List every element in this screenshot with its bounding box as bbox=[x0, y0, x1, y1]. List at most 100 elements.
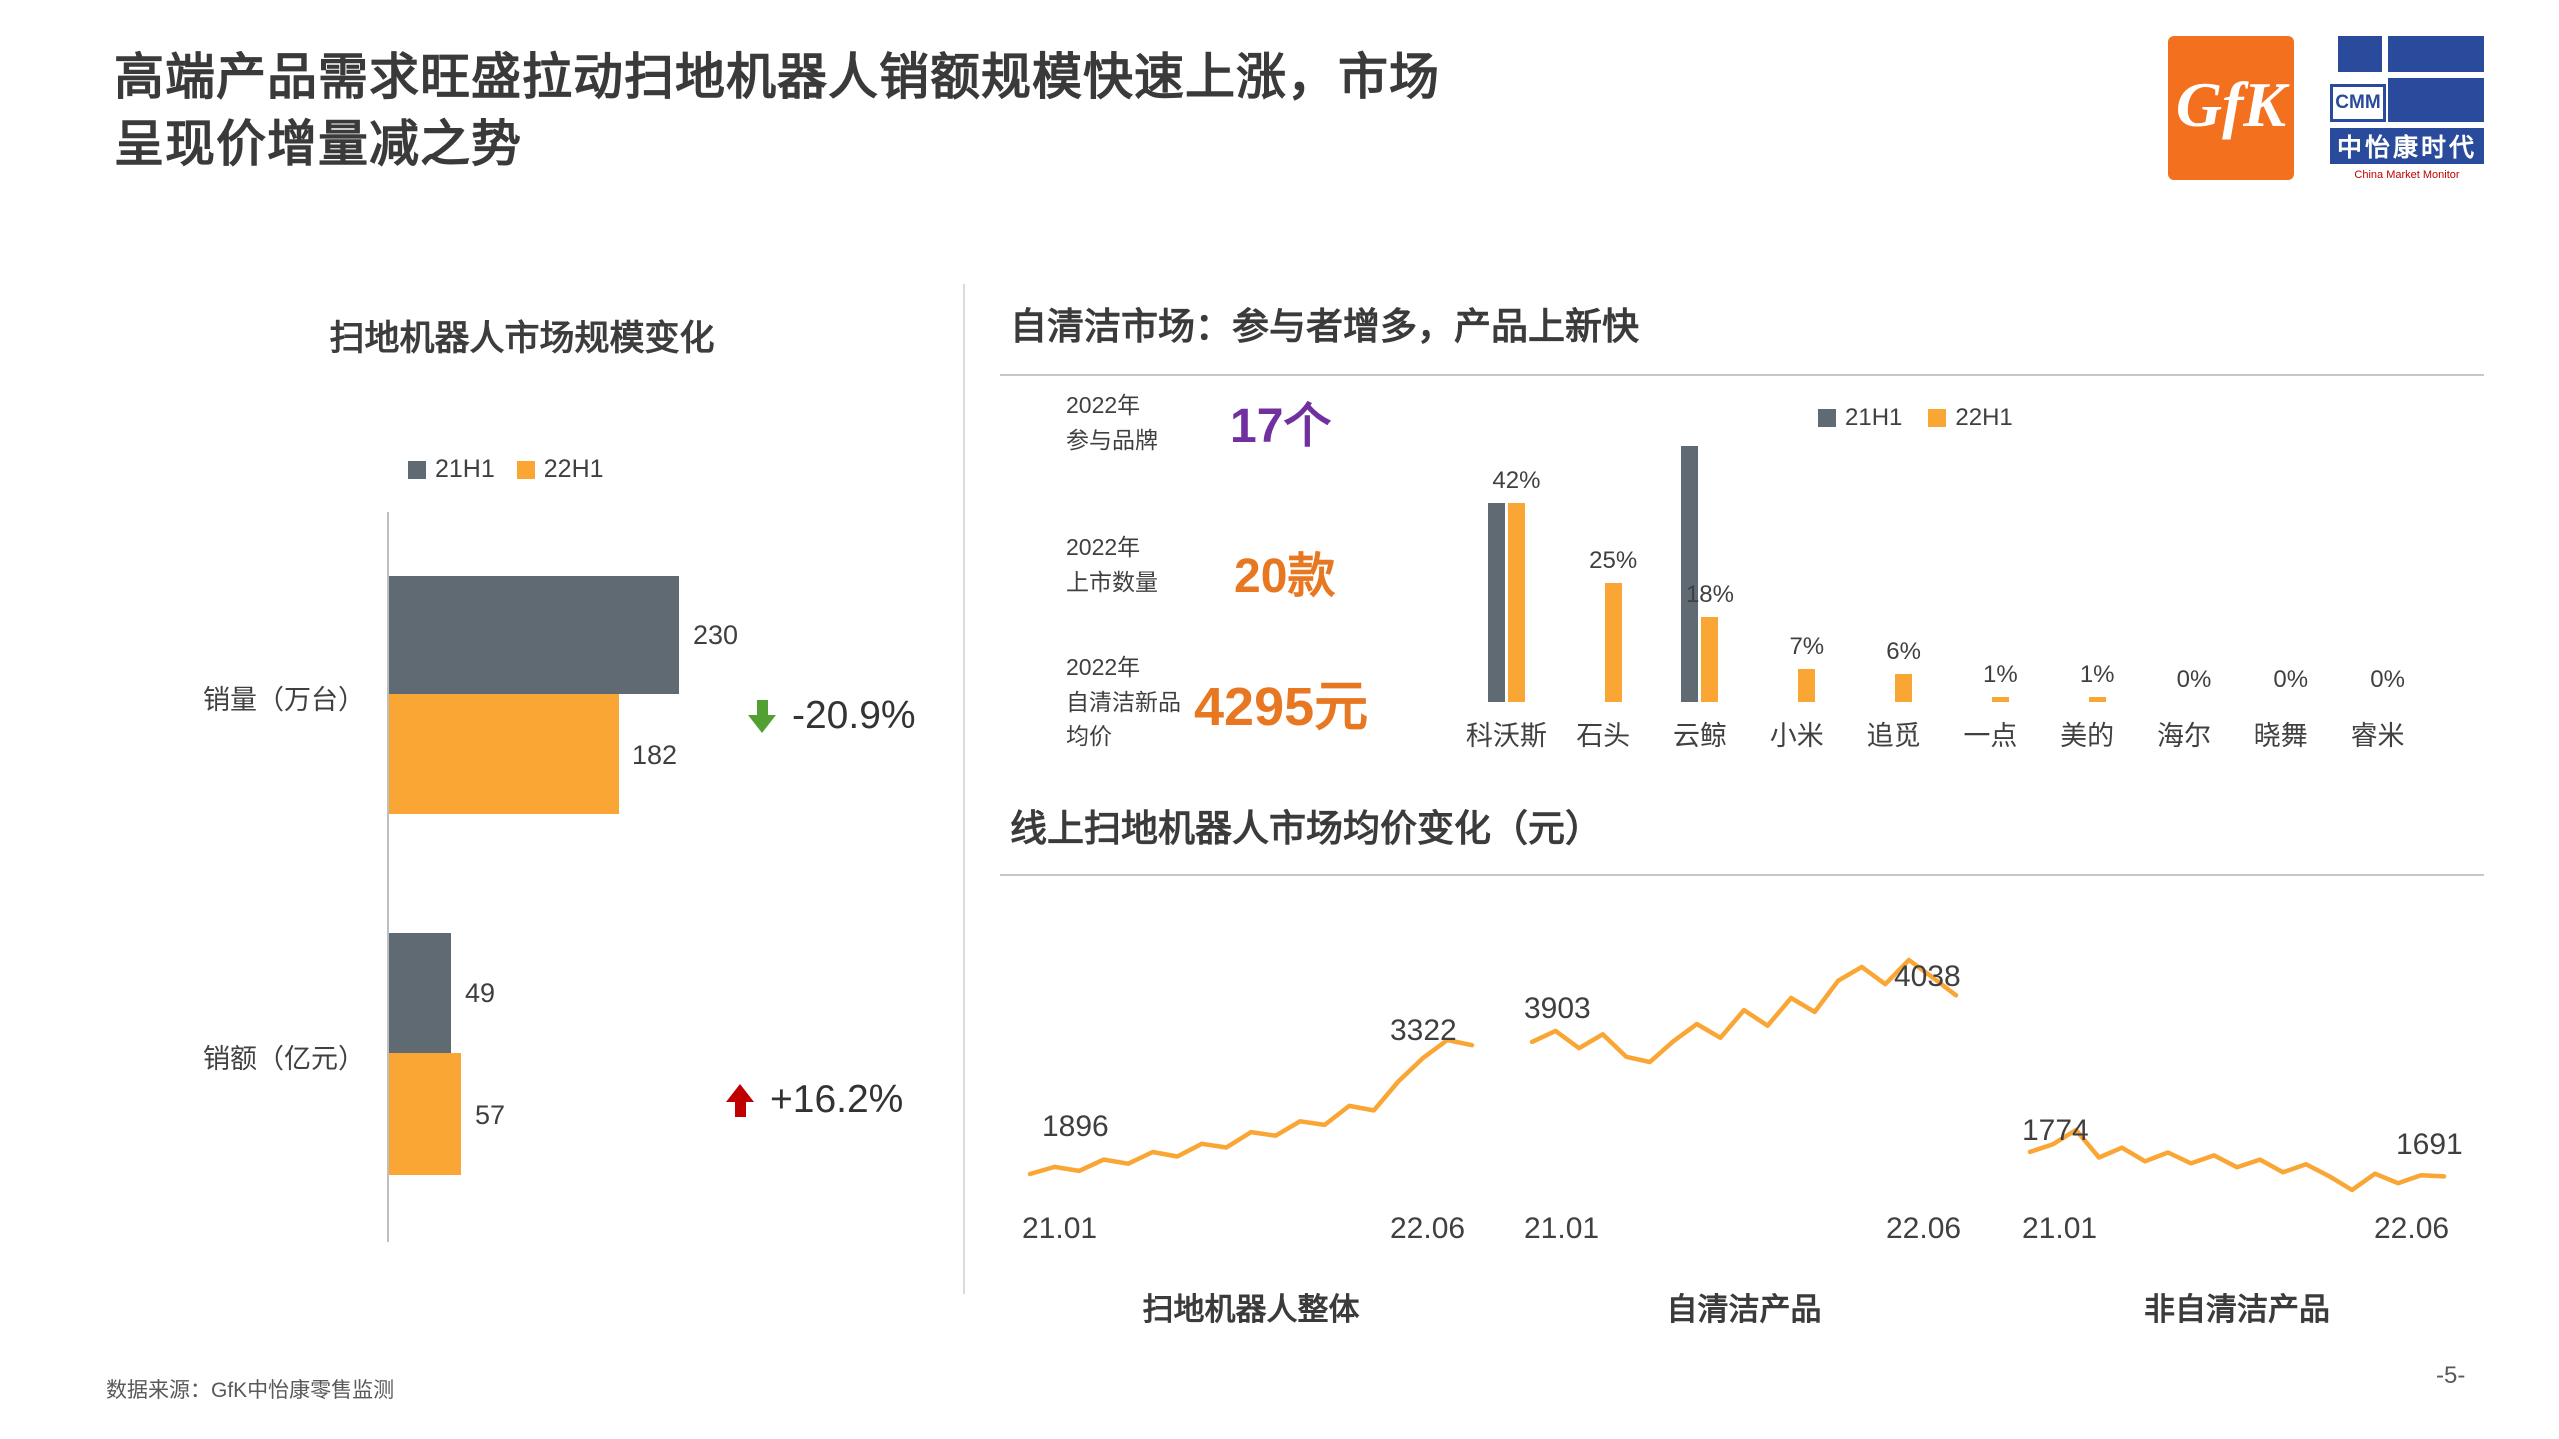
page-number: -5- bbox=[2436, 1362, 2466, 1389]
legend-swatch-gray bbox=[408, 460, 426, 479]
arrow-up-icon bbox=[726, 1083, 754, 1117]
overall-x-end: 22.06 bbox=[1390, 1212, 1466, 1245]
gfk-logo: GfK bbox=[2168, 36, 2294, 180]
cmm-logo: CMM 中怡康时代 China Market Monitor bbox=[2330, 36, 2484, 188]
brand-name: 云鲸 bbox=[1672, 721, 1727, 751]
cmm-subtitle: China Market Monitor bbox=[2354, 169, 2460, 181]
selfclean-start-value: 3903 bbox=[1524, 992, 1591, 1025]
legend-swatch-gray bbox=[1818, 409, 1836, 427]
bar-22h1 bbox=[1701, 616, 1719, 702]
nonselfclean-x-start: 21.01 bbox=[2022, 1212, 2098, 1245]
brand-share-label: 25% bbox=[1589, 547, 1638, 575]
bar-22h1 bbox=[1604, 583, 1622, 702]
bar-value-22-label: 57 bbox=[475, 1100, 506, 1130]
bar-22h1 bbox=[1895, 673, 1913, 702]
brand-name: 追觅 bbox=[1866, 721, 1921, 751]
value-change-text: +16.2% bbox=[770, 1078, 904, 1121]
bar-22h1 bbox=[1798, 668, 1816, 702]
brand-group: 0% 睿米 bbox=[2329, 428, 2426, 751]
legend-swatch-orange bbox=[1928, 409, 1947, 427]
price-trend-line bbox=[1027, 1037, 1475, 1177]
legend-label: 22H1 bbox=[543, 455, 604, 483]
value-change-annotation: +16.2% bbox=[726, 1078, 903, 1122]
legend-item-21h1: 21H1 bbox=[1818, 404, 1902, 432]
brand-share-label: 6% bbox=[1886, 637, 1921, 665]
bar-value-22 bbox=[389, 1053, 461, 1175]
sales-change-text: -20.9% bbox=[792, 694, 916, 737]
cmm-name-bar: 中怡康时代 bbox=[2330, 128, 2484, 164]
category-label-value: 销额（亿元） bbox=[203, 1044, 365, 1074]
cmm-logo-square bbox=[2388, 78, 2484, 122]
self-clean-section-header: 自清洁市场：参与者增多，产品上新快 bbox=[1010, 306, 1639, 347]
bar-22h1 bbox=[2088, 697, 2106, 702]
brand-name: 一点 bbox=[1963, 721, 2018, 751]
brand-name: 小米 bbox=[1769, 721, 1824, 751]
bar-22h1 bbox=[1507, 502, 1525, 702]
brand-name: 科沃斯 bbox=[1465, 721, 1547, 751]
brand-share-label: 42% bbox=[1492, 466, 1541, 494]
brand-name: 石头 bbox=[1576, 721, 1631, 751]
brand-name: 晓舞 bbox=[2253, 721, 2308, 751]
section-divider-line bbox=[1000, 874, 2484, 876]
brand-share-label: 0% bbox=[2370, 666, 2405, 693]
sparkline-nonselfclean bbox=[2027, 1127, 2447, 1193]
gfk-logo-text: GfK bbox=[2175, 69, 2287, 140]
bar-22h1 bbox=[1991, 697, 2009, 702]
nonselfclean-chart-name: 非自清洁产品 bbox=[2144, 1292, 2330, 1327]
brand-share-label: 7% bbox=[1789, 632, 1825, 660]
bar-value-21 bbox=[389, 933, 451, 1053]
overall-chart-name: 扫地机器人整体 bbox=[1142, 1292, 1360, 1327]
brand-name: 美的 bbox=[2060, 721, 2115, 751]
sparkline-overall bbox=[1027, 1037, 1475, 1177]
nonselfclean-end-value: 1691 bbox=[2396, 1128, 2463, 1161]
market-size-legend: 21H1 22H1 bbox=[408, 455, 604, 484]
bar-sales-21-label: 230 bbox=[693, 620, 739, 650]
sales-change-annotation: -20.9% bbox=[748, 694, 916, 738]
section-divider-line bbox=[1000, 374, 2484, 376]
legend-item-22h1: 22H1 bbox=[516, 455, 604, 484]
brand-group: 1% 一点 bbox=[1942, 428, 2039, 751]
nonselfclean-x-end: 22.06 bbox=[2374, 1212, 2450, 1245]
cmm-logo-square bbox=[2388, 36, 2484, 72]
vertical-divider bbox=[963, 284, 965, 1294]
selfclean-end-value: 4038 bbox=[1894, 960, 1961, 993]
legend-label: 21H1 bbox=[1845, 404, 1903, 431]
brand-share-label: 1% bbox=[1983, 661, 2018, 689]
price-trend-line bbox=[1529, 957, 1959, 1065]
stat-label-launches: 2022年 上市数量 bbox=[1066, 534, 1158, 595]
brand-group: 0% 晓舞 bbox=[2232, 428, 2329, 751]
cmm-abbr-text: CMM bbox=[2335, 92, 2381, 113]
brand-group: 6% 追觅 bbox=[1845, 428, 1942, 752]
cmm-logo-square bbox=[2338, 36, 2382, 72]
brand-group: 7% 小米 bbox=[1748, 428, 1845, 751]
price-section-header: 线上扫地机器人市场均价变化（元） bbox=[1010, 808, 1602, 849]
overall-start-value: 1896 bbox=[1042, 1110, 1109, 1143]
stat-label-avg-price: 2022年 自清洁新品 均价 bbox=[1066, 654, 1181, 749]
overall-end-value: 3322 bbox=[1390, 1014, 1457, 1047]
page-title: 高端产品需求旺盛拉动扫地机器人销额规模快速上涨，市场 呈现价增量减之势 bbox=[114, 49, 1440, 172]
selfclean-x-end: 22.06 bbox=[1886, 1212, 1962, 1245]
selfclean-chart-name: 自清洁产品 bbox=[1666, 1292, 1822, 1327]
brand-group: 18% 云鲸 bbox=[1652, 428, 1749, 751]
legend-item-21h1: 21H1 bbox=[408, 455, 495, 484]
legend-label: 21H1 bbox=[435, 455, 495, 483]
price-trend-line bbox=[2027, 1127, 2447, 1193]
cmm-abbr-box: CMM bbox=[2330, 84, 2386, 122]
brand-share-label: 0% bbox=[2273, 666, 2309, 693]
market-size-chart-title: 扫地机器人市场规模变化 bbox=[329, 319, 715, 358]
overall-x-start: 21.01 bbox=[1022, 1212, 1098, 1245]
brand-share-label: 0% bbox=[2176, 666, 2212, 693]
stat-label-brands: 2022年 参与品牌 bbox=[1066, 392, 1158, 453]
data-source-note: 数据来源：GfK中怡康零售监测 bbox=[106, 1379, 395, 1402]
brand-name: 海尔 bbox=[2156, 721, 2211, 751]
brand-group: 42% 科沃斯 bbox=[1458, 428, 1555, 752]
bar-value-21-label: 49 bbox=[465, 978, 496, 1008]
nonselfclean-start-value: 1774 bbox=[2022, 1114, 2089, 1147]
bar-21h1 bbox=[1681, 445, 1699, 702]
bar-sales-22-label: 182 bbox=[632, 740, 678, 770]
legend-item-22h1: 22H1 bbox=[1928, 404, 2013, 432]
stat-value-avg-price: 4295元 bbox=[1194, 677, 1369, 737]
selfclean-x-start: 21.01 bbox=[1524, 1212, 1600, 1245]
stat-value-brands: 17个 bbox=[1230, 400, 1332, 453]
